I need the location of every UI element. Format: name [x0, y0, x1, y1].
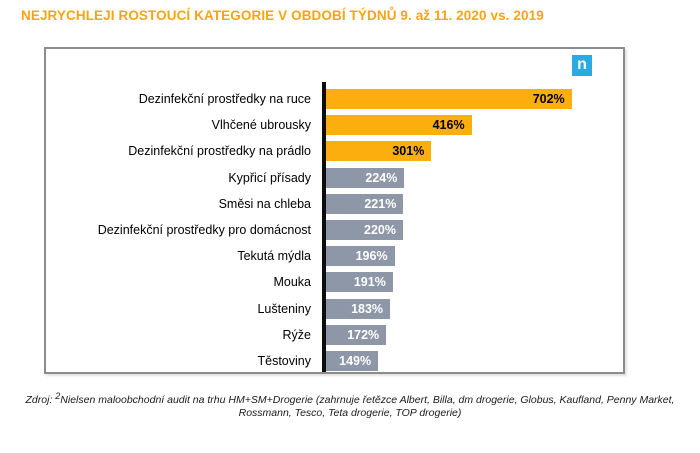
value-label: 416% [432, 118, 465, 133]
category-label: Dezinfekční prostředky na ruce [138, 92, 311, 107]
value-label: 183% [351, 301, 384, 316]
chart-row: Mouka 191% [46, 269, 623, 295]
source-text-line1: Nielsen maloobchodní audit na trhu HM+SM… [60, 394, 675, 406]
category-label: Lušteniny [257, 301, 311, 316]
category-label: Kypřicí přísady [228, 170, 311, 185]
bar-track: 183% [326, 298, 623, 319]
category-label: Rýže [282, 327, 311, 342]
bar-track: 191% [326, 272, 623, 293]
value-label: 221% [364, 196, 397, 211]
value-label: 196% [355, 249, 388, 264]
value-label: 301% [392, 144, 425, 159]
chart-row: Lušteniny 183% [46, 296, 623, 322]
value-label: 220% [364, 223, 396, 238]
bar-track: 221% [326, 193, 623, 214]
value-label: 191% [353, 275, 386, 290]
source-note: Zdroj: 2Nielsen maloobchodní audit na tr… [0, 390, 700, 420]
category-label: Tekutá mýdla [237, 249, 311, 264]
chart-title: NEJRYCHLEJI ROSTOUCÍ KATEGORIE V OBDOBÍ … [21, 8, 544, 23]
category-label: Vlhčené ubrousky [211, 118, 311, 133]
chart-row: Dezinfekční prostředky pro domácnost 220% [46, 217, 623, 243]
chart-row: Směsi na chleba 221% [46, 191, 623, 217]
bar: 301% [326, 141, 432, 162]
bar: 220% [326, 220, 403, 241]
bar-track: 224% [326, 167, 623, 188]
category-label: Dezinfekční prostředky pro domácnost [97, 223, 311, 238]
source-label: Zdroj: [25, 394, 53, 406]
footnote-marker: 2 [55, 391, 61, 401]
category-label: Těstoviny [257, 353, 312, 368]
value-label: 224% [365, 170, 398, 185]
chart-row: Rýže 172% [46, 322, 623, 348]
bar: 149% [326, 350, 379, 371]
chart-row: Vlhčené ubrousky 416% [46, 112, 623, 138]
bar-track: 301% [326, 141, 623, 162]
bar: 172% [326, 324, 387, 345]
chart-row: Dezinfekční prostředky na ruce 702% [46, 86, 623, 112]
bar: 183% [326, 298, 391, 319]
chart-row: Kypřicí přísady 224% [46, 165, 623, 191]
chart-row: Těstoviny 149% [46, 348, 623, 374]
category-label: Mouka [273, 275, 311, 290]
nielsen-logo-icon: n [572, 55, 592, 76]
bar: 416% [326, 115, 472, 136]
category-label: Směsi na chleba [218, 196, 311, 211]
bar: 702% [326, 89, 572, 110]
source-text-line2: Rossmann, Tesco, Teta drogerie, TOP drog… [238, 407, 462, 419]
category-axis-line [322, 82, 326, 372]
bar-track: 220% [326, 220, 623, 241]
chart-row: Tekutá mýdla 196% [46, 243, 623, 269]
bar-track: 172% [326, 324, 623, 345]
bar: 191% [326, 272, 393, 293]
value-label: 149% [339, 353, 372, 368]
value-label: 172% [347, 327, 380, 342]
chart-row: Dezinfekční prostředky na prádlo 301% [46, 138, 623, 164]
bar-track: 702% [326, 89, 623, 110]
bar-track: 416% [326, 115, 623, 136]
bar-track: 149% [326, 350, 623, 371]
category-label: Dezinfekční prostředky na prádlo [128, 144, 311, 159]
value-label: 702% [532, 92, 565, 107]
bar-track: 196% [326, 246, 623, 267]
bar: 221% [326, 193, 404, 214]
bar-chart: Dezinfekční prostředky na ruce 702% Vlhčen… [46, 86, 623, 374]
chart-frame: n Dezinfekční prostředky na ruce 702% Vlhč… [44, 47, 625, 374]
bar: 196% [326, 246, 395, 267]
bar: 224% [326, 167, 405, 188]
